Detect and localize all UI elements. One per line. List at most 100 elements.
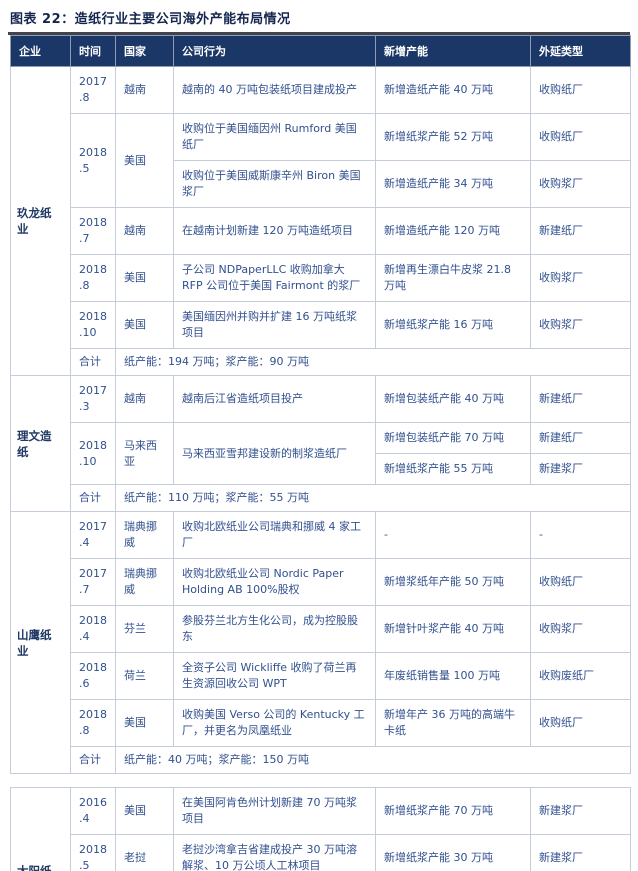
cell-type: 收购纸厂 [530,699,631,747]
cell-capacity: 新增纸浆产能 55 万吨 [375,453,531,485]
cell-action: 收购美国 Verso 公司的 Kentucky 工厂，并更名为凤凰纸业 [173,699,376,747]
table-row: 2018.4 芬兰 参股芬兰北方生化公司，成为控股股东 新增针叶浆产能 40 万… [11,605,631,653]
cell-capacity: 新增造纸产能 120 万吨 [375,207,531,255]
cell-type: 新建浆厂 [530,834,631,871]
title-divider [8,32,630,35]
cell-time: 2018.10 [70,301,116,349]
cell-action: 美国缅因州并购并扩建 16 万吨纸浆项目 [173,301,376,349]
table-row: 收购位于美国威斯康辛州 Biron 美国浆厂 新增造纸产能 34 万吨 收购浆厂 [11,160,631,208]
table-row: 山鹰纸业 2017.4 瑞典挪威 收购北欧纸业公司瑞典和挪威 4 家工厂 - - [10,511,631,774]
total-label-cell: 合计 [70,746,116,774]
cell-type: 收购废纸厂 [530,652,631,700]
total-row: 合计 纸产能：40 万吨；浆产能：150 万吨 [11,746,631,774]
cell-capacity: 新增包装纸产能 40 万吨 [375,375,531,423]
table-row: 玖龙纸业 2017.8 越南 越南的 40 万吨包装纸项目建成投产 新增造纸产能… [10,66,631,376]
cell-type: 新建浆厂 [530,787,631,835]
cell-time: 2018.8 [70,254,116,302]
table-row: 2018.7 越南 在越南计划新建 120 万吨造纸项目 新增造纸产能 120 … [11,207,631,255]
cell-country: 马来西亚 [115,422,174,485]
cell-country: 老挝 [115,834,174,871]
cell-action: 越南的 40 万吨包装纸项目建成投产 [173,66,376,114]
cell-capacity: 新增纸浆产能 70 万吨 [375,787,531,835]
figure-title: 图表 22：造纸行业主要公司海外产能布局情况 [10,12,291,27]
cell-type: 收购浆厂 [530,605,631,653]
table-row: 理文造纸 2017.3 越南 越南后江省造纸项目投产 新增包装纸产能 40 万吨… [10,375,631,512]
total-value-cell: 纸产能：194 万吨；浆产能：90 万吨 [115,348,631,376]
table-header-row: 企业 时间 国家 公司行为 新增产能 外延类型 [10,35,631,67]
cell-capacity: 新增针叶浆产能 40 万吨 [375,605,531,653]
cell-action: 越南后江省造纸项目投产 [173,375,376,423]
cell-country: 越南 [115,66,174,114]
table-row: 2018.10 马来西亚 马来西亚雪邦建设新的制浆造纸厂 新增包装纸产能 70 … [11,422,631,485]
table-row: 2018.6 荷兰 全资子公司 Wickliffe 收购了荷兰再生资源回收公司 … [11,652,631,700]
cell-country: 美国 [115,301,174,349]
cell-capacity: - [375,511,531,559]
cell-type: - [530,511,631,559]
col-header-country: 国家 [115,35,174,67]
cell-country: 瑞典挪威 [115,511,174,559]
total-value-cell: 纸产能：110 万吨；浆产能：55 万吨 [115,484,631,512]
cell-country: 越南 [115,207,174,255]
total-row: 合计 纸产能：194 万吨；浆产能：90 万吨 [11,348,631,376]
company-name-cell: 山鹰纸业 [10,511,71,774]
cell-capacity: 新增纸浆产能 30 万吨 [375,834,531,871]
cell-time: 2016.4 [70,787,116,835]
cell-time: 2018.8 [70,699,116,747]
cell-capacity: 新增纸浆产能 16 万吨 [375,301,531,349]
cell-country: 芬兰 [115,605,174,653]
company-name-cell: 理文造纸 [10,375,71,512]
total-label-cell: 合计 [70,484,116,512]
cell-action: 收购位于美国缅因州 Rumford 美国纸厂 [173,113,376,161]
cell-capacity: 新增造纸产能 34 万吨 [375,160,531,208]
cell-action: 收购位于美国威斯康辛州 Biron 美国浆厂 [173,160,376,208]
cell-action: 老挝沙湾拿吉省建成投产 30 万吨溶解浆、10 万公顷人工林项目 [173,834,376,871]
cell-capacity: 年废纸销售量 100 万吨 [375,652,531,700]
cell-capacity: 新增包装纸产能 70 万吨 [375,422,531,454]
cell-type: 收购纸厂 [530,558,631,606]
capacity-table-part1: 企业 时间 国家 公司行为 新增产能 外延类型 玖龙纸业 2017.8 越南 越… [10,35,631,774]
company-name-cell: 玖龙纸业 [10,66,71,376]
cell-capacity: 新增浆纸年产能 50 万吨 [375,558,531,606]
cell-time: 2018.5 [70,113,116,208]
cell-action: 子公司 NDPaperLLC 收购加拿大 RFP 公司位于美国 Fairmont… [173,254,376,302]
cell-type: 收购浆厂 [530,160,631,208]
cell-capacity: 新增再生漂白牛皮浆 21.8 万吨 [375,254,531,302]
company-name-cell: 太阳纸业 [10,787,71,871]
cell-country: 瑞典挪威 [115,558,174,606]
cell-time: 2017.4 [70,511,116,559]
capacity-table-part2: 太阳纸业 2016.4 美国 在美国阿肯色州计划新建 70 万吨浆项目 新增纸浆… [10,787,631,871]
cell-time: 2017.7 [70,558,116,606]
cell-time: 2017.8 [70,66,116,114]
cell-type: 新建浆厂 [530,453,631,485]
total-row: 合计 纸产能：110 万吨；浆产能：55 万吨 [11,484,631,512]
cell-capacity: 新增纸浆产能 52 万吨 [375,113,531,161]
cell-country: 荷兰 [115,652,174,700]
cell-type: 收购纸厂 [530,66,631,114]
cell-action: 收购北欧纸业公司 Nordic Paper Holding AB 100%股权 [173,558,376,606]
cell-type: 新建纸厂 [530,375,631,423]
cell-capacity: 新增造纸产能 40 万吨 [375,66,531,114]
total-value-cell: 纸产能：40 万吨；浆产能：150 万吨 [115,746,631,774]
cell-time: 2017.3 [70,375,116,423]
cell-country: 美国 [115,699,174,747]
cell-type: 新建纸厂 [530,207,631,255]
cell-time: 2018.5 [70,834,116,871]
cell-action: 全资子公司 Wickliffe 收购了荷兰再生资源回收公司 WPT [173,652,376,700]
cell-type: 收购浆厂 [530,301,631,349]
col-header-type: 外延类型 [530,35,631,67]
cell-action: 收购北欧纸业公司瑞典和挪威 4 家工厂 [173,511,376,559]
table-row: 太阳纸业 2016.4 美国 在美国阿肯色州计划新建 70 万吨浆项目 新增纸浆… [10,787,631,871]
cell-action: 参股芬兰北方生化公司，成为控股股东 [173,605,376,653]
cell-time: 2018.4 [70,605,116,653]
cell-type: 收购浆厂 [530,254,631,302]
table-row: 新增纸浆产能 55 万吨 新建浆厂 [11,453,631,485]
cell-country: 美国 [115,254,174,302]
cell-action: 在越南计划新建 120 万吨造纸项目 [173,207,376,255]
table-row: 2018.8 美国 收购美国 Verso 公司的 Kentucky 工厂，并更名… [11,699,631,747]
col-header-capacity: 新增产能 [375,35,531,67]
table-row: 2018.8 美国 子公司 NDPaperLLC 收购加拿大 RFP 公司位于美… [11,254,631,302]
cell-action: 马来西亚雪邦建设新的制浆造纸厂 [173,422,376,485]
table-row: 2018.10 美国 美国缅因州并购并扩建 16 万吨纸浆项目 新增纸浆产能 1… [11,301,631,349]
col-header-company: 企业 [10,35,71,67]
